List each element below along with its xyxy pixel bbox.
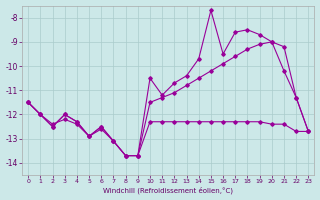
X-axis label: Windchill (Refroidissement éolien,°C): Windchill (Refroidissement éolien,°C): [103, 187, 233, 194]
